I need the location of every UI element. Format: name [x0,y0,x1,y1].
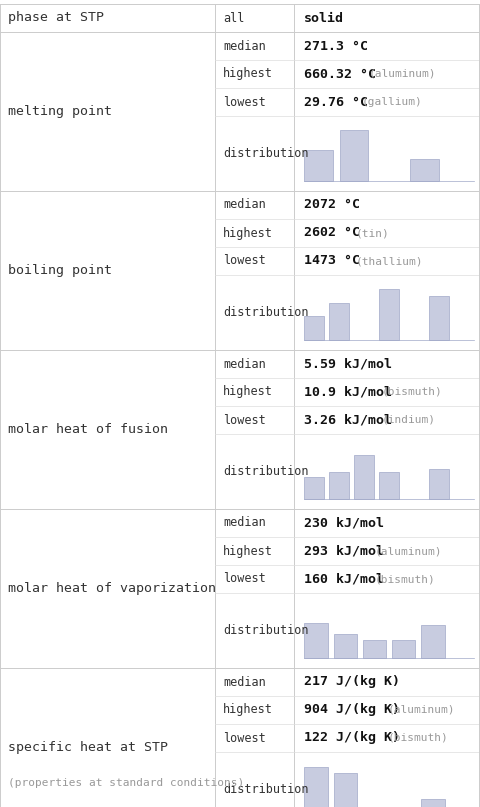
Text: 904 J/(kg K): 904 J/(kg K) [304,704,400,717]
Text: molar heat of vaporization: molar heat of vaporization [8,582,216,595]
Bar [304,767,328,807]
Text: (properties at standard conditions): (properties at standard conditions) [8,778,244,788]
Text: (indium): (indium) [381,415,435,425]
Text: melting point: melting point [8,105,112,118]
Text: (aluminum): (aluminum) [388,705,455,715]
Text: 271.3 °C: 271.3 °C [304,40,368,52]
Text: median: median [223,675,266,688]
Text: 230 kJ/mol: 230 kJ/mol [304,516,384,529]
Text: (gallium): (gallium) [362,97,423,107]
Text: (tin): (tin) [356,228,389,238]
Bar [410,159,439,181]
Text: distribution: distribution [223,783,309,796]
Bar [334,634,357,658]
Text: 3.26 kJ/mol: 3.26 kJ/mol [304,413,392,427]
Text: 293 kJ/mol: 293 kJ/mol [304,545,384,558]
Text: 5.59 kJ/mol: 5.59 kJ/mol [304,358,392,370]
Text: distribution: distribution [223,624,309,637]
Text: distribution: distribution [223,465,309,478]
Bar [379,289,399,340]
Text: 10.9 kJ/mol: 10.9 kJ/mol [304,386,392,399]
Bar [429,470,449,499]
Text: lowest: lowest [223,95,266,108]
Text: all: all [223,11,244,24]
Bar [363,640,386,658]
Text: lowest: lowest [223,731,266,745]
Bar [304,316,324,340]
Text: highest: highest [223,545,273,558]
Text: lowest: lowest [223,254,266,267]
Text: (bismuth): (bismuth) [375,574,435,584]
Text: highest: highest [223,386,273,399]
Bar [429,295,449,340]
Text: solid: solid [304,11,344,24]
Text: phase at STP: phase at STP [8,11,104,24]
Bar [421,625,445,658]
Text: 29.76 °C: 29.76 °C [304,95,368,108]
Text: (thallium): (thallium) [356,256,423,266]
Bar [421,799,445,807]
Bar [340,130,368,181]
Text: highest: highest [223,704,273,717]
Text: lowest: lowest [223,572,266,586]
Bar [329,471,349,499]
Text: molar heat of fusion: molar heat of fusion [8,423,168,436]
Text: distribution: distribution [223,306,309,319]
Text: specific heat at STP: specific heat at STP [8,741,168,754]
Text: 160 kJ/mol: 160 kJ/mol [304,572,384,586]
Text: 2602 °C: 2602 °C [304,227,360,240]
Text: lowest: lowest [223,413,266,427]
Text: (bismuth): (bismuth) [388,733,448,743]
Bar [304,149,333,181]
Text: median: median [223,40,266,52]
Text: median: median [223,358,266,370]
Bar [334,772,357,807]
Text: (bismuth): (bismuth) [381,387,442,397]
Bar [354,454,374,499]
Text: boiling point: boiling point [8,264,112,277]
Text: (aluminum): (aluminum) [375,546,443,556]
Bar [392,640,416,658]
Text: 1473 °C: 1473 °C [304,254,360,267]
Text: 660.32 °C: 660.32 °C [304,68,376,81]
Bar [304,477,324,499]
Text: distribution: distribution [223,147,309,160]
Text: median: median [223,199,266,211]
Bar [304,623,328,658]
Text: 122 J/(kg K): 122 J/(kg K) [304,731,400,745]
Text: median: median [223,516,266,529]
Text: highest: highest [223,68,273,81]
Bar [379,471,399,499]
Text: (aluminum): (aluminum) [368,69,436,79]
Text: 2072 °C: 2072 °C [304,199,360,211]
Text: highest: highest [223,227,273,240]
Bar [329,303,349,340]
Text: 217 J/(kg K): 217 J/(kg K) [304,675,400,688]
